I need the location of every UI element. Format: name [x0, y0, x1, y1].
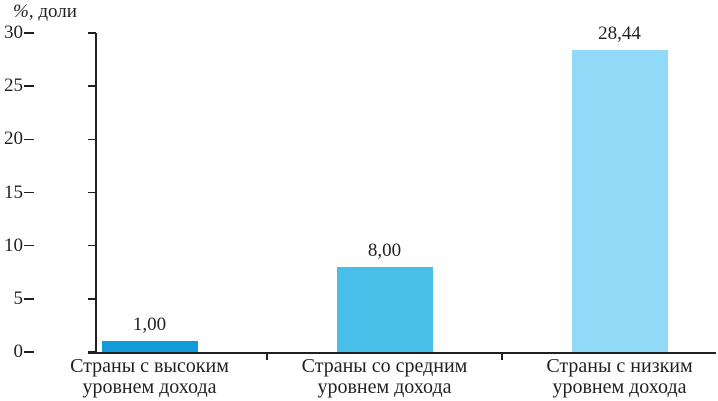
y-tick-label: 30 — [4, 22, 23, 43]
x-axis-tick — [266, 352, 268, 360]
y-tick-dash — [24, 85, 34, 87]
y-tick-dash — [24, 32, 34, 34]
y-tick-label: 20 — [4, 128, 23, 150]
y-axis-title-text: , доли — [28, 1, 77, 22]
bar-value-label: 28,44 — [598, 22, 641, 44]
y-axis-title-percent: % — [13, 1, 29, 22]
bar — [571, 49, 668, 352]
bar-value-label: 1,00 — [132, 314, 167, 336]
category-label: Страны с низким уровнем дохода — [502, 356, 718, 398]
x-axis-line — [88, 352, 716, 354]
bar — [336, 266, 433, 352]
category-label-line: уровнем дохода — [317, 376, 452, 398]
y-tick-label: 10 — [4, 234, 23, 256]
bar — [101, 341, 198, 352]
y-tick-dash — [24, 351, 34, 353]
y-tick-label: 15 — [4, 181, 23, 203]
y-tick-label: 25 — [4, 75, 23, 97]
category-label: Страны со средним уровнем дохода — [267, 356, 502, 398]
x-axis-tick — [501, 352, 503, 360]
category-label-line: Страны с низким — [546, 355, 693, 377]
category-label-line: уровнем дохода — [552, 376, 687, 398]
category-label-line: уровнем дохода — [82, 376, 217, 398]
y-axis-tick — [88, 32, 96, 34]
category-label-line: Страны с высоким — [70, 355, 229, 377]
y-axis-line — [95, 33, 97, 352]
y-axis-tick — [88, 85, 96, 87]
y-tick-dash — [24, 138, 34, 141]
y-axis-title: %, доли — [13, 1, 77, 23]
y-tick-dash — [24, 191, 34, 194]
category-label-line: Страны со средним — [301, 355, 468, 377]
y-tick-dash — [24, 298, 34, 300]
y-axis-tick — [88, 191, 96, 194]
y-axis-tick — [88, 298, 96, 300]
y-axis-tick — [88, 244, 96, 247]
bar-value-label: 8,00 — [367, 239, 402, 261]
y-tick-label: 5 — [13, 287, 24, 309]
category-label: Страны с высоким уровнем дохода — [32, 356, 267, 398]
y-axis-tick — [88, 351, 96, 353]
y-tick-dash — [24, 244, 34, 247]
y-axis-tick — [88, 138, 96, 141]
y-tick-label: 0 — [13, 341, 24, 362]
